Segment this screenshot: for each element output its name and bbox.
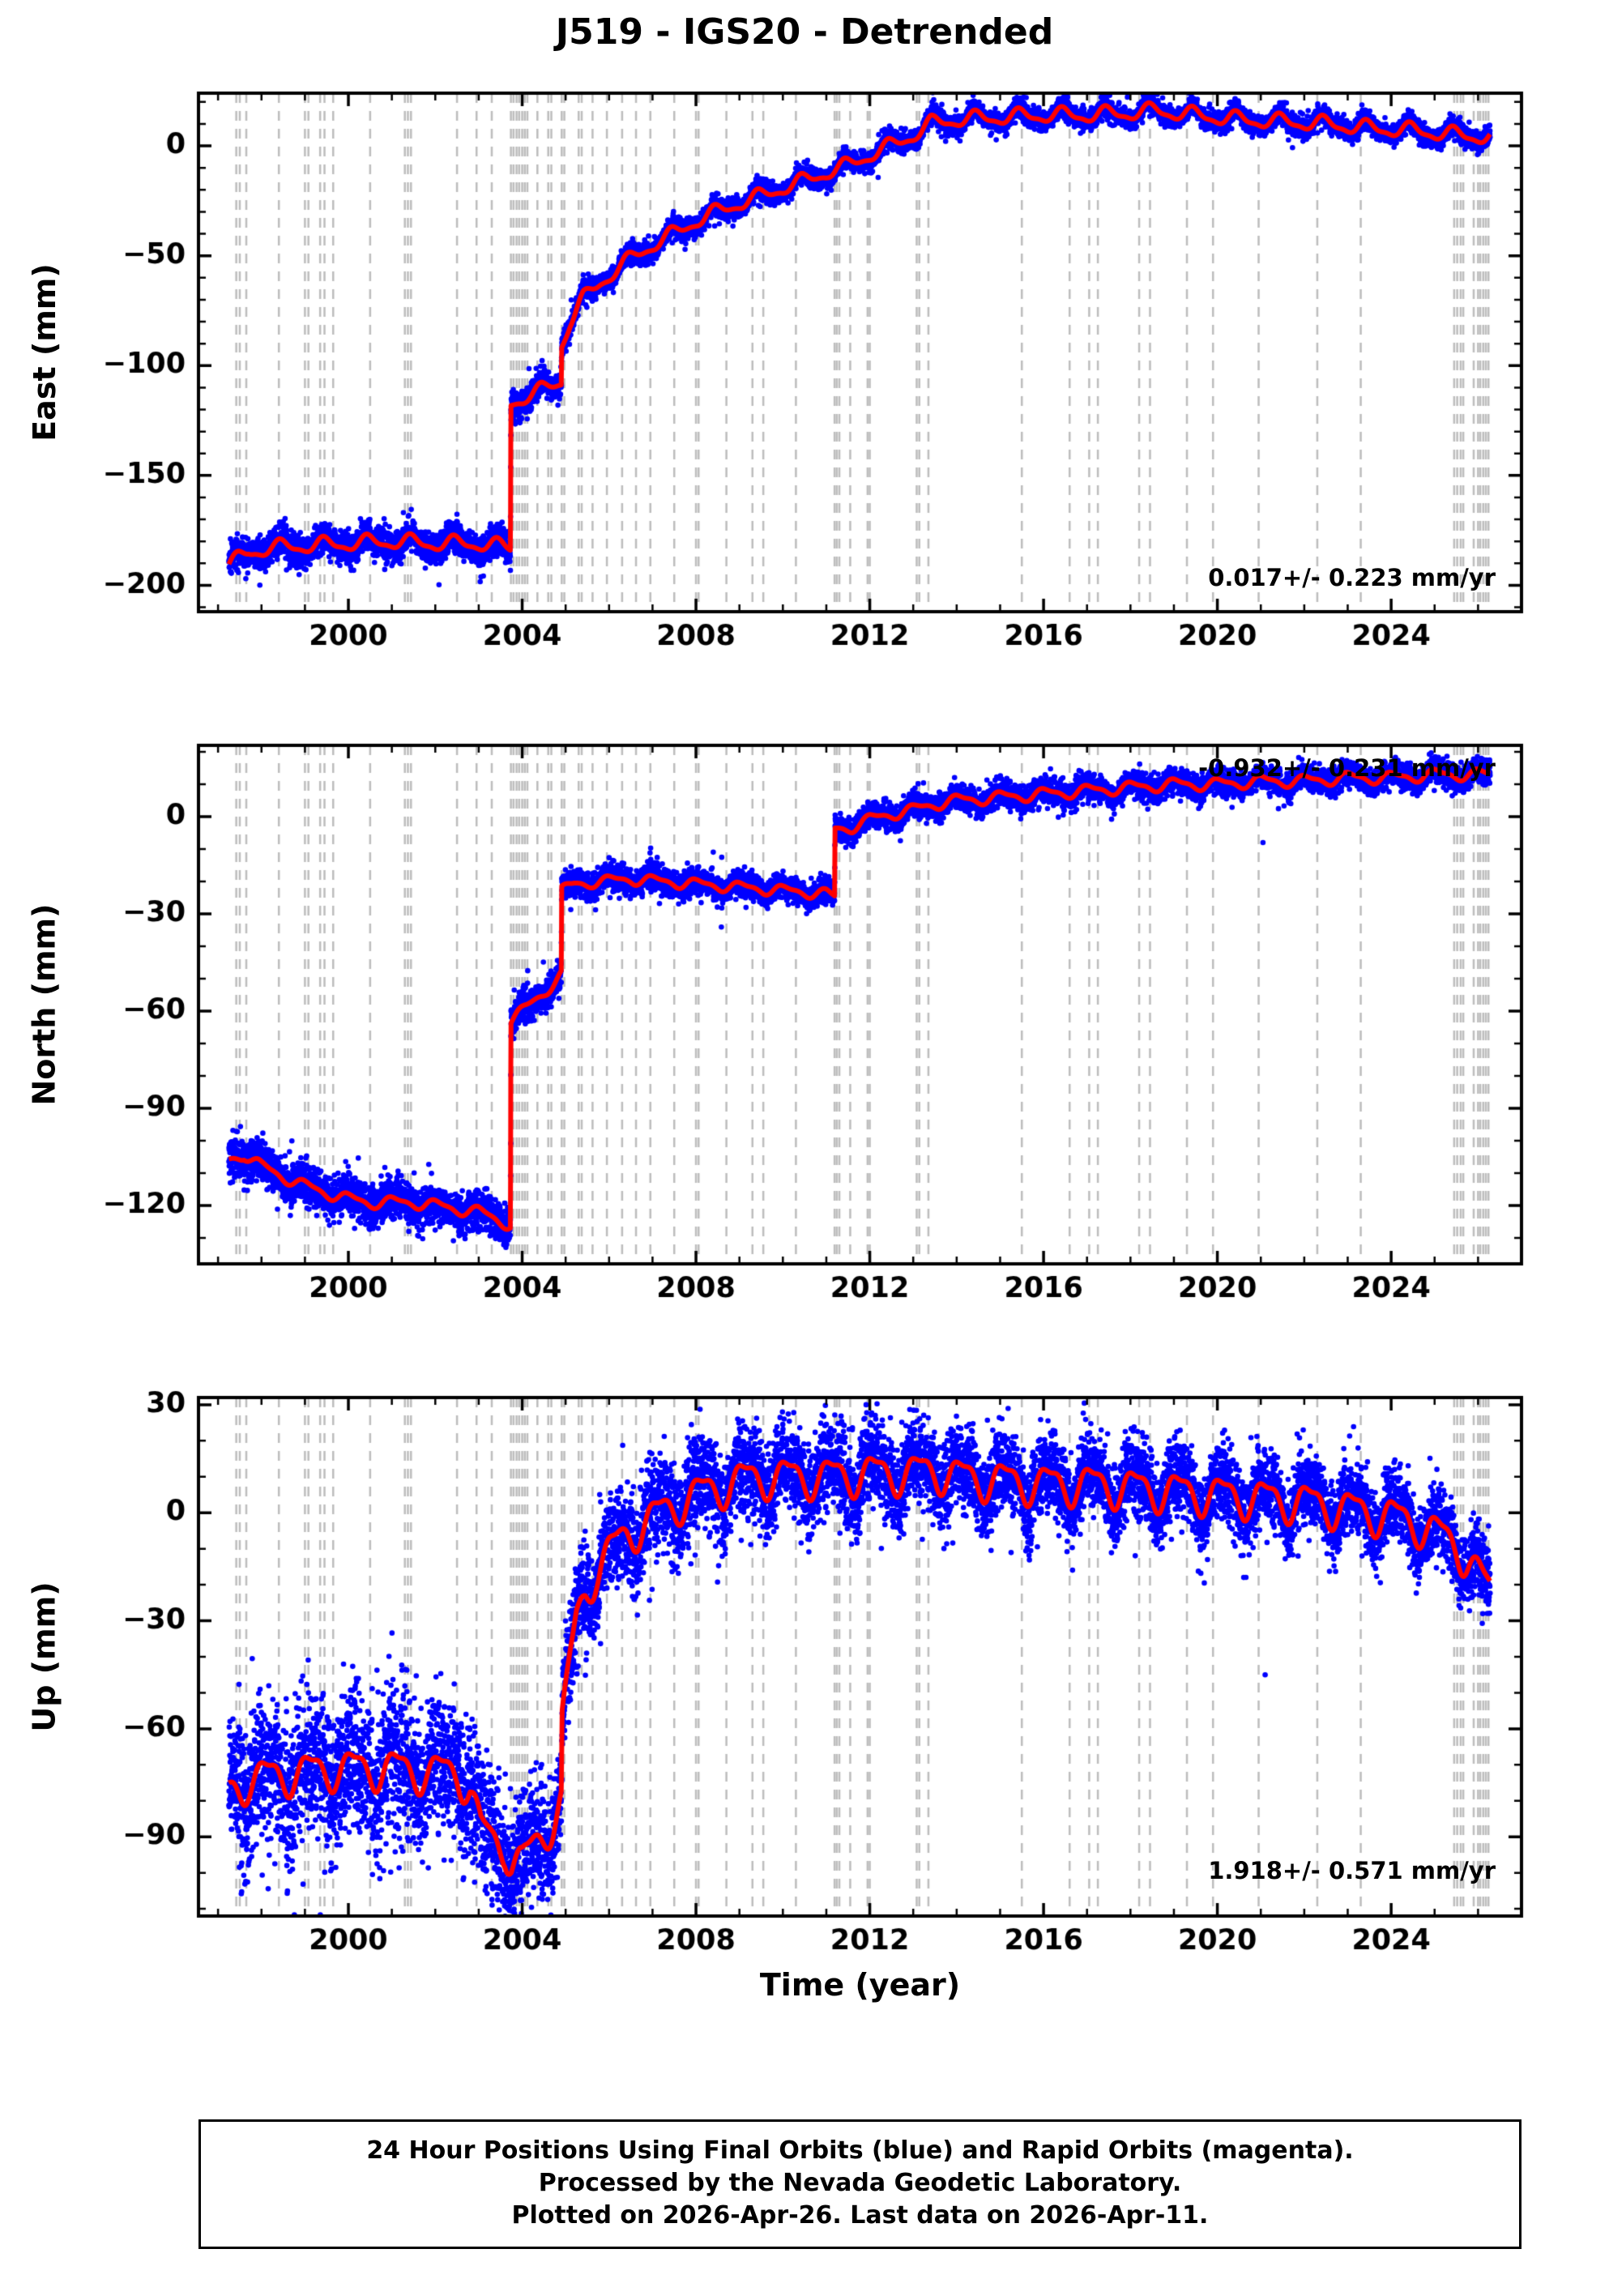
x-axis-label: Time (year) [759, 1967, 961, 2003]
east-y-axis-label: East (mm) [27, 263, 63, 442]
east-y-axis: East (mm) [0, 93, 89, 612]
caption-line-processed-by: Processed by the Nevada Geodetic Laborat… [538, 2169, 1182, 2197]
caption-box: 24 Hour Positions Using Final Orbits (bl… [198, 2119, 1522, 2249]
up-rate-annotation: 1.918+/- 0.571 mm/yr [1208, 1857, 1496, 1884]
up-y-axis: Up (mm) [0, 1398, 89, 1916]
north-y-axis: North (mm) [0, 745, 89, 1264]
caption-line-orbits: 24 Hour Positions Using Final Orbits (bl… [366, 2136, 1354, 2165]
up-y-axis-label: Up (mm) [27, 1581, 62, 1732]
caption-line-dates: Plotted on 2026-Apr-26. Last data on 202… [511, 2201, 1209, 2230]
plot-title: J519 - IGS20 - Detrended [555, 11, 1054, 53]
east-rate-annotation: 0.017+/- 0.223 mm/yr [1208, 564, 1496, 591]
north-y-axis-label: North (mm) [27, 903, 62, 1106]
north-rate-annotation: -0.932+/- 0.231 mm/yr [1198, 754, 1496, 782]
